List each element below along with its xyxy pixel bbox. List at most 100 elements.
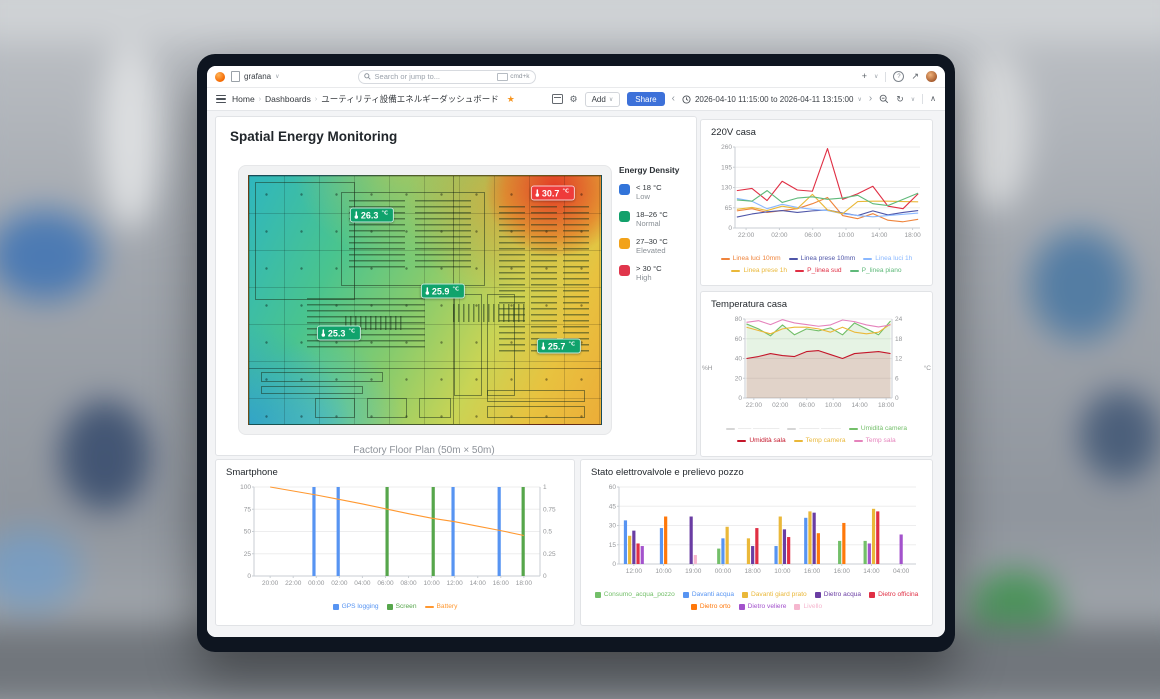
svg-text:10:00: 10:00: [825, 402, 842, 409]
temp-plot[interactable]: 0 20 40 60 80 0 6 12 18 24 22:00 02:00 06:00 10:00 14:…: [717, 312, 918, 418]
time-forward-icon[interactable]: ›: [868, 93, 873, 104]
avatar[interactable]: [926, 71, 937, 82]
svg-text:0: 0: [738, 395, 742, 402]
share-page-icon[interactable]: ↗: [911, 71, 919, 81]
gear-icon[interactable]: ⚙: [569, 93, 578, 104]
svg-text:16:00: 16:00: [493, 580, 510, 587]
thermometer-icon: [321, 329, 326, 337]
legend-item[interactable]: Davanti acqua: [682, 590, 734, 601]
legend-item[interactable]: Consumo_acqua_pozzo: [594, 590, 675, 601]
menu-icon[interactable]: [216, 95, 226, 103]
tab-list-caret[interactable]: ∨: [874, 74, 879, 80]
legend-item[interactable]: GPS logging: [332, 602, 379, 613]
legend-item[interactable]: Linea prese 10mm: [788, 254, 855, 265]
svg-text:10:00: 10:00: [423, 580, 440, 587]
svg-text:0: 0: [543, 573, 547, 580]
breadcrumb-item[interactable]: ユーティリティ設備エネルギーダッシュボード: [321, 94, 499, 104]
breadcrumb-item[interactable]: Dashboards: [265, 94, 311, 104]
panel-title[interactable]: Smartphone: [226, 467, 278, 478]
refresh-interval-caret[interactable]: ∨: [910, 96, 916, 103]
svg-text:0: 0: [895, 395, 899, 402]
breadcrumb[interactable]: Home › Dashboards › ユーティリティ設備エネルギーダッシュボード: [232, 93, 499, 105]
dashboard-canvas: Spatial Energy Monitoring: [207, 111, 945, 637]
svg-text:195: 195: [721, 164, 732, 171]
energy-heatmap[interactable]: 30.7 ℃ 26.3 ℃ 25.9 ℃ 25.3 ℃ 25.7 ℃: [248, 175, 602, 425]
chart-legend: Linea luci 10mm Linea prese 10mm Linea luc…: [701, 253, 932, 277]
breadcrumb-item[interactable]: Home: [232, 94, 255, 104]
keyboard-icon: [497, 72, 509, 81]
legend-item[interactable]: Dietro veliere: [738, 602, 786, 613]
legend-item[interactable]: P_linea sud: [795, 266, 842, 277]
browser-tab[interactable]: grafana ∨: [231, 71, 280, 82]
legend-item[interactable]: —— ————: [726, 424, 779, 435]
valvole-plot[interactable]: 0 15 30 45 60 12:00 10:00 19:00 00:00 18:00 10:00 1…: [591, 480, 924, 584]
temperature-marker[interactable]: 25.9 ℃: [420, 283, 466, 299]
help-icon[interactable]: ?: [893, 71, 905, 82]
energy-legend-item: 27–30 °C Elevated: [619, 237, 695, 255]
legend-item[interactable]: Linea luci 1h: [863, 254, 912, 265]
legend-item[interactable]: Davanti giard prato: [741, 590, 807, 601]
line-chart-temperatura[interactable]: %H °C 0 20 40 60 80 0 6 12 18 24 22:00 02:00 06:00 10…: [702, 312, 931, 423]
legend-item[interactable]: Dietro acqua: [814, 590, 861, 601]
breadcrumb-separator: ›: [258, 95, 262, 103]
chart-legend: —— ———— ——— ——— Umidità camera Umidità sala…: [701, 423, 932, 447]
panel-title[interactable]: Spatial Energy Monitoring: [230, 129, 398, 144]
panel-title[interactable]: Stato elettrovalvole e prelievo pozzo: [591, 467, 744, 478]
svg-text:08:00: 08:00: [400, 580, 417, 587]
temperature-marker[interactable]: 26.3 ℃: [349, 207, 395, 223]
smartphone-plot[interactable]: 0 25 50 75 100 0 0.25 0.5 0.75 1 20:00 22:00 00:00 02…: [226, 480, 566, 596]
legend-item[interactable]: Dietro orto: [690, 602, 731, 613]
legend-item[interactable]: ——— ———: [787, 424, 841, 435]
temperature-marker[interactable]: 30.7 ℃: [530, 185, 576, 201]
time-back-icon[interactable]: ‹: [671, 93, 675, 104]
legend-item[interactable]: Dietro officina: [869, 590, 918, 601]
y2-axis-label: °C: [923, 365, 931, 373]
add-button[interactable]: Add ∨: [584, 91, 621, 107]
svg-text:16:00: 16:00: [834, 568, 851, 575]
search-input[interactable]: Search or jump to... cmd+k: [357, 69, 536, 84]
temperature-marker[interactable]: 25.7 ℃: [536, 338, 582, 354]
svg-text:12:00: 12:00: [626, 568, 643, 575]
legend-item[interactable]: Linea prese 1h: [731, 266, 787, 277]
legend-swatch: [619, 184, 630, 195]
svg-text:1: 1: [543, 484, 547, 491]
chevron-down-icon[interactable]: ∨: [275, 74, 280, 80]
star-icon[interactable]: ★: [506, 93, 515, 104]
panel-title[interactable]: Temperatura casa: [711, 299, 788, 310]
collapse-icon[interactable]: ∧: [930, 94, 936, 103]
share-button[interactable]: Share: [627, 92, 665, 106]
legend-item[interactable]: Livello: [794, 602, 822, 613]
legend-item[interactable]: Temp camera: [793, 436, 846, 447]
svg-text:14:00: 14:00: [863, 568, 880, 575]
temperature-marker[interactable]: 25.3 ℃: [316, 325, 362, 341]
panels-icon[interactable]: [551, 94, 563, 104]
mixed-chart-smartphone[interactable]: 0 25 50 75 100 0 0.25 0.5 0.75 1 20:00 22:00 00:00 02…: [226, 480, 566, 601]
legend-item[interactable]: Umidità camera: [848, 424, 907, 435]
svg-text:65: 65: [725, 205, 733, 212]
svg-text:0: 0: [728, 225, 732, 232]
panel-spatial-energy: Spatial Energy Monitoring: [215, 116, 697, 456]
zoom-out-icon[interactable]: [879, 94, 889, 104]
panel-title[interactable]: 220V casa: [711, 127, 756, 138]
svg-text:19:00: 19:00: [685, 568, 702, 575]
line-chart-220v[interactable]: 0 65 130 195 260 22:00 02:00 06:00 10:00 14:00 18:…: [707, 140, 928, 253]
svg-text:6: 6: [895, 375, 899, 382]
chevron-down-icon: ∨: [608, 96, 614, 103]
legend-item[interactable]: Screen: [386, 602, 417, 613]
legend-swatch: [863, 258, 873, 261]
legend-swatch: [424, 606, 434, 609]
legend-item[interactable]: Linea luci 10mm: [720, 254, 781, 265]
time-range-picker[interactable]: 2026-04-10 11:15:00 to 2026-04-11 13:15:…: [682, 95, 862, 104]
refresh-icon[interactable]: ↻: [896, 93, 904, 104]
bar-chart-elettrovalvole[interactable]: 0 15 30 45 60 12:00 10:00 19:00 00:00 18:00 10:00 1…: [591, 480, 924, 589]
legend-item[interactable]: Battery: [424, 602, 457, 613]
legend-item[interactable]: Temp sala: [853, 436, 896, 447]
legend-item[interactable]: P_linea piano: [849, 266, 902, 277]
v220-plot[interactable]: 0 65 130 195 260 22:00 02:00 06:00 10:00 14:00 18:…: [707, 140, 928, 248]
new-tab-button[interactable]: +: [861, 71, 868, 81]
legend-item[interactable]: Umidità sala: [737, 436, 786, 447]
svg-text:02:00: 02:00: [331, 580, 348, 587]
grafana-navbar: Home › Dashboards › ユーティリティ設備エネルギーダッシュボード ★ …: [207, 88, 945, 111]
legend-swatch: [737, 439, 747, 442]
